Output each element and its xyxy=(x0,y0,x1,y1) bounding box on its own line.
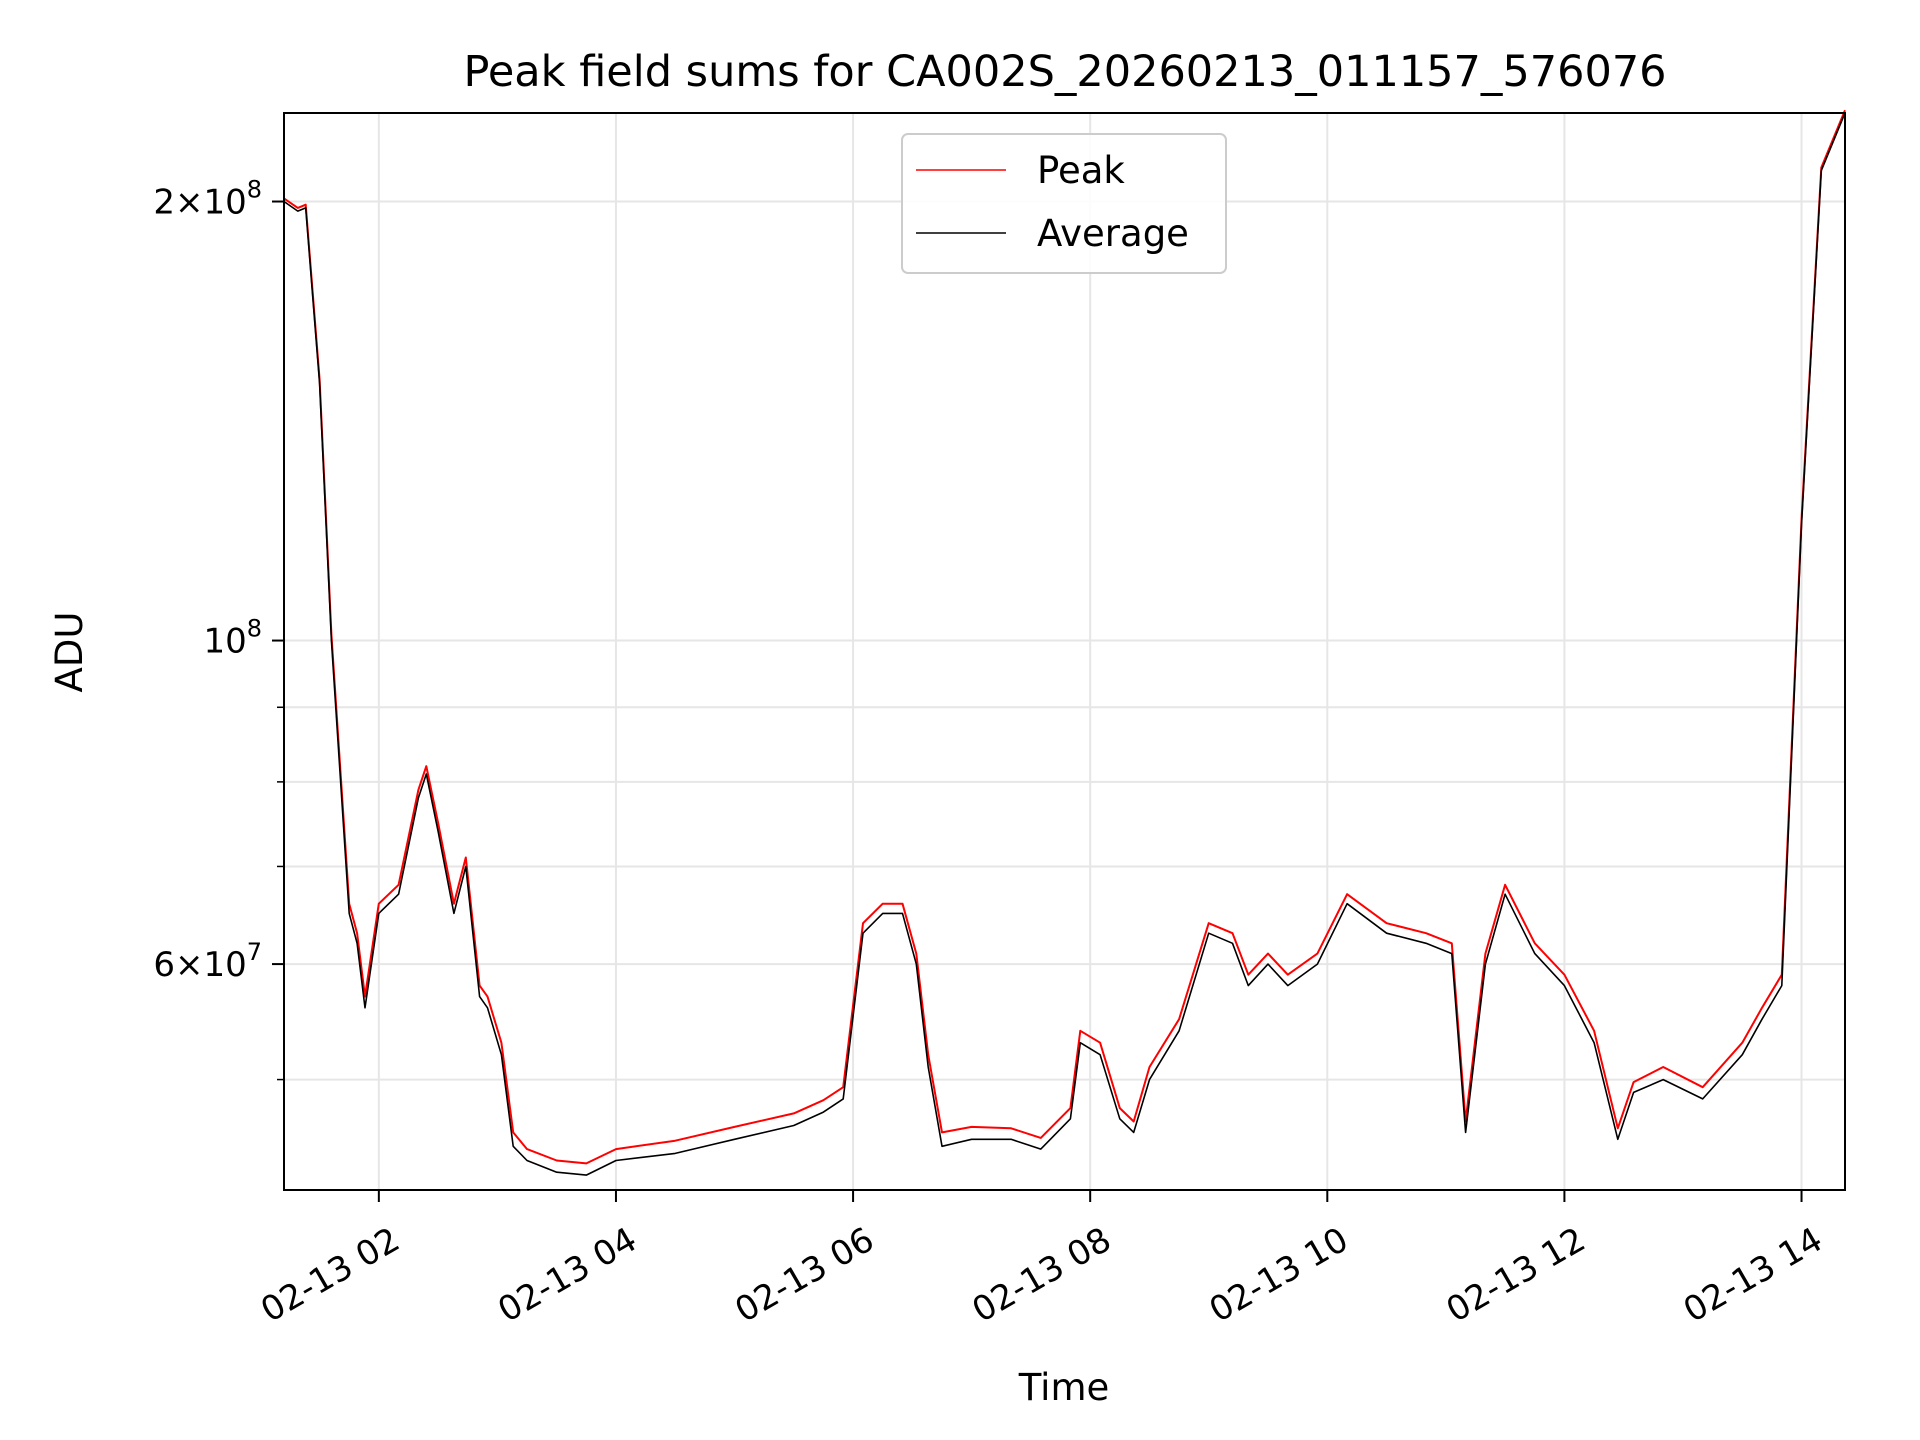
legend-label-average: Average xyxy=(1037,212,1189,255)
chart-title: Peak field sums for CA002S_20260213_0111… xyxy=(463,47,1666,97)
x-axis-label: Time xyxy=(1018,1366,1110,1409)
plot-frame xyxy=(283,112,1846,1191)
legend: Peak Average xyxy=(901,133,1227,274)
series-line-peak xyxy=(283,109,1846,1165)
series-line-average xyxy=(283,112,1846,1176)
series-layer xyxy=(283,109,1846,1176)
y-tick-label: 2×108 xyxy=(153,176,262,223)
y-tick-label: 6×107 xyxy=(153,938,262,985)
legend-label-peak: Peak xyxy=(1037,149,1125,192)
legend-box xyxy=(901,133,1227,274)
y-axis-label: ADU xyxy=(48,612,91,693)
